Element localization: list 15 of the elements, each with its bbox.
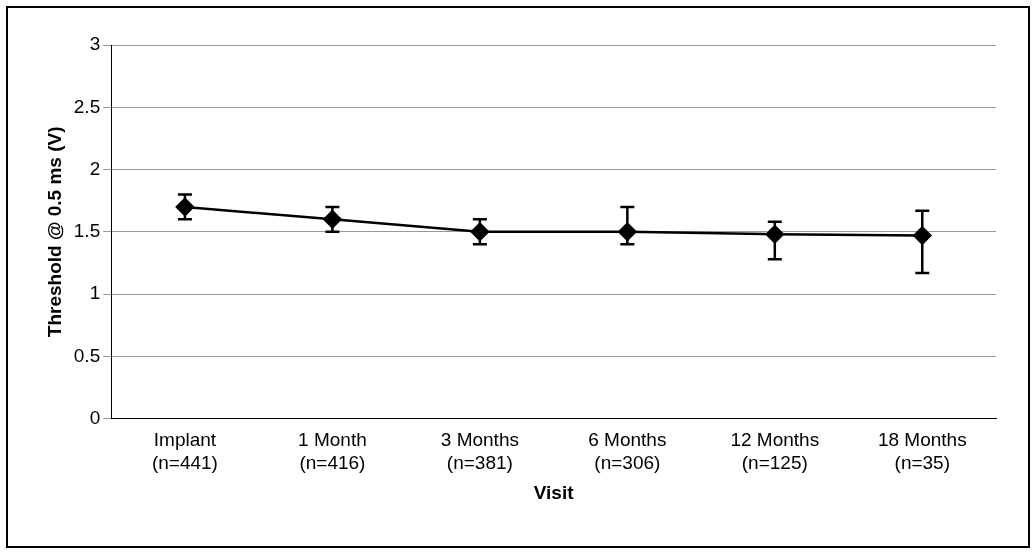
x-tick-label: 3 Months (n=381) xyxy=(440,429,519,474)
y-tick-label: 1.5 xyxy=(73,220,101,242)
y-tick-label: 1 xyxy=(89,282,101,304)
y-tick-label: 0.5 xyxy=(73,344,101,366)
x-tick-label: Implant (n=441) xyxy=(151,429,218,474)
x-tick-label: 6 Months (n=306) xyxy=(588,429,667,474)
y-tick-label: 2.5 xyxy=(73,95,101,117)
y-axis-title: Threshold @ 0.5 ms (V) xyxy=(43,126,65,338)
x-tick-label: 12 Months (n=125) xyxy=(730,429,820,474)
x-tick-label: 1 Month (n=416) xyxy=(298,429,367,474)
y-tick-label: 2 xyxy=(89,157,101,179)
y-tick-label: 3 xyxy=(89,33,101,55)
x-tick-label: 18 Months (n=35) xyxy=(877,429,967,474)
x-axis-title: Visit xyxy=(533,481,575,503)
y-tick-label: 0 xyxy=(89,406,101,428)
